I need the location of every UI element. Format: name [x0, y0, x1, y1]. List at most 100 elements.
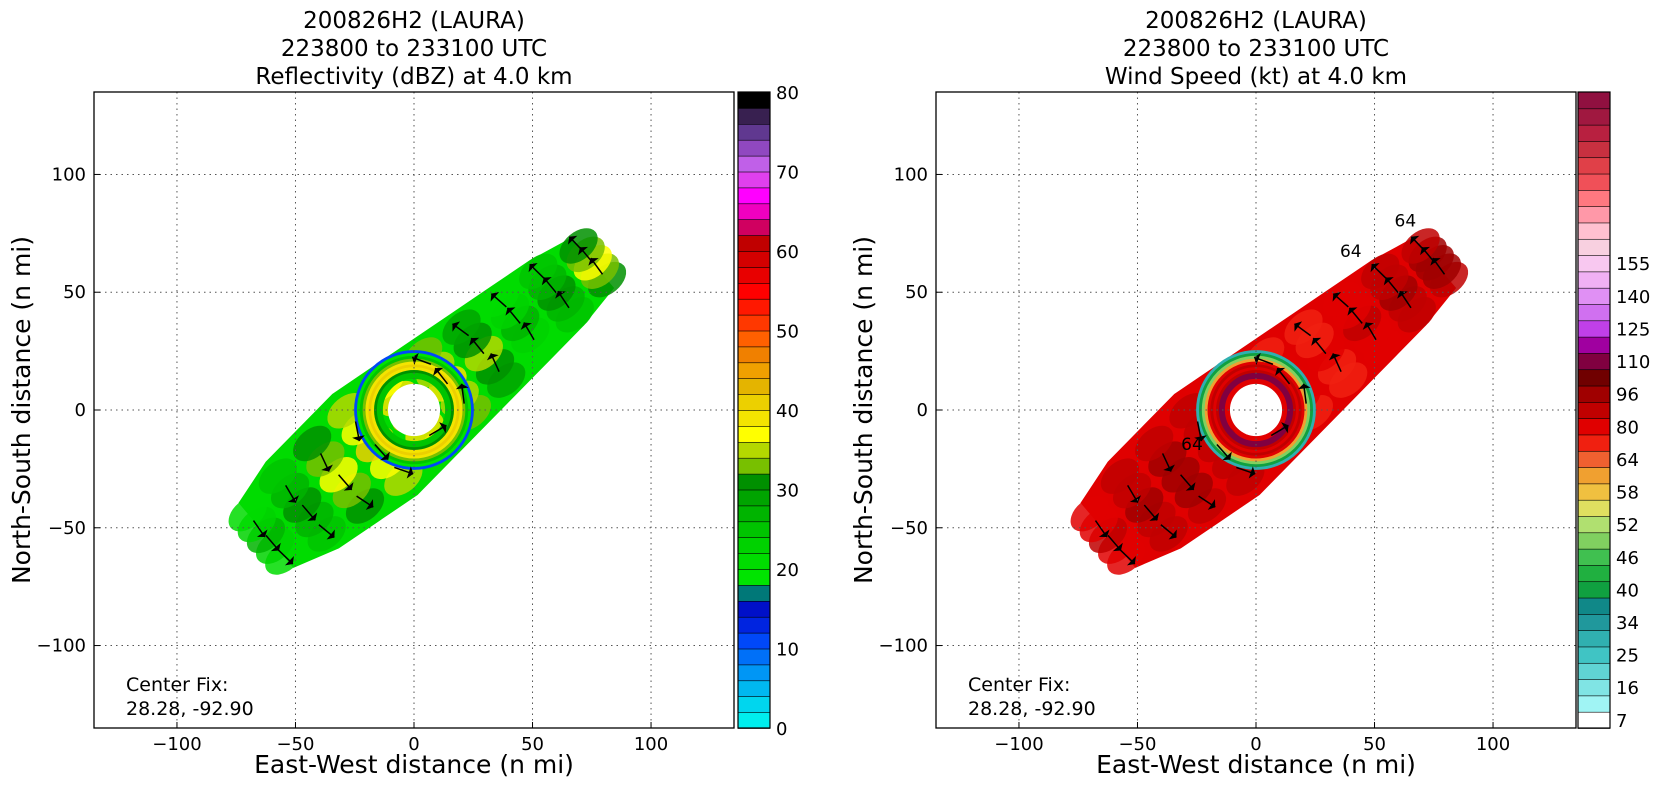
- x-tick-label: 50: [1363, 734, 1386, 755]
- wind-speed-y-axis-label: North-South distance (n mi): [849, 236, 878, 584]
- wind-barb-flag: [1194, 435, 1207, 442]
- reflectivity-panel: 200826H2 (LAURA) 223800 to 233100 UTC Re…: [7, 8, 799, 779]
- wind-barb-flag: [365, 499, 374, 510]
- wind-barb-flag: [1168, 529, 1177, 540]
- wind-speed-gridlines: [936, 92, 1576, 728]
- wind-barb-flag: [1163, 464, 1175, 472]
- wind-barb-flag: [1397, 291, 1408, 299]
- swath-cell: [258, 458, 298, 494]
- colorbar-segment: [737, 139, 771, 157]
- wind-barb-flag: [1362, 322, 1374, 330]
- reflectivity-x-axis-label: East-West distance (n mi): [254, 750, 574, 779]
- wind-barb-flag: [439, 422, 447, 434]
- wind-barb-flag: [1098, 529, 1110, 538]
- reflectivity-title-line-1: 200826H2 (LAURA): [303, 8, 525, 34]
- wind-barb-flag: [1207, 499, 1216, 510]
- colorbar-segment: [737, 679, 771, 697]
- colorbar-segment: [1577, 597, 1611, 615]
- y-tick-label: −100: [879, 636, 928, 657]
- wind-barb-flag: [1222, 451, 1232, 461]
- reflectivity-y-axis: −100 −50 0 50 100: [37, 164, 100, 657]
- colorbar-tick-label: 10: [776, 640, 799, 661]
- wind-barb-flag: [1297, 383, 1311, 390]
- wind-barb-flag: [256, 529, 268, 538]
- colorbar-segment: [1577, 466, 1611, 485]
- colorbar-tick-label: 52: [1616, 515, 1639, 536]
- colorbar-segment: [737, 250, 771, 268]
- colorbar-tick-label: 110: [1616, 352, 1650, 373]
- x-tick-label: −100: [994, 734, 1043, 755]
- y-tick-label: −50: [48, 518, 86, 539]
- wind-barb-flag: [380, 451, 390, 461]
- colorbar-tick-label: 20: [776, 560, 799, 581]
- wind-barb-flag: [1112, 542, 1123, 552]
- wind-barb-flag: [505, 307, 516, 316]
- y-tick-label: 0: [75, 400, 86, 421]
- wind-barb-flag: [567, 235, 578, 245]
- colorbar-segment: [1577, 124, 1611, 142]
- wind-barb-flag: [1248, 466, 1256, 479]
- colorbar-segment: [737, 393, 771, 411]
- colorbar-segment: [737, 536, 771, 554]
- wind-speed-x-axis: −100 −50 0 50 100: [994, 722, 1510, 755]
- colorbar-frame: [1577, 91, 1611, 729]
- wind-barb-flag: [406, 466, 414, 479]
- colorbar-segment: [1577, 646, 1611, 664]
- wind-barb-flag: [1347, 307, 1358, 316]
- y-tick-label: 100: [52, 164, 86, 185]
- colorbar-tick-label: 7: [1616, 711, 1627, 732]
- colorbar-segment: [737, 489, 771, 507]
- colorbar-segment: [1577, 108, 1611, 126]
- colorbar-segment: [1577, 695, 1611, 713]
- swath-cell: [442, 309, 481, 345]
- colorbar-segment: [1577, 417, 1611, 436]
- x-tick-label: −50: [276, 734, 314, 755]
- swath-cell: [228, 495, 267, 532]
- wind-barb-flag: [307, 512, 318, 521]
- y-tick-label: 0: [917, 400, 928, 421]
- colorbar-tick-label: 46: [1616, 548, 1639, 569]
- colorbar-tick-label: 16: [1616, 678, 1639, 699]
- colorbar-segment: [737, 282, 771, 300]
- colorbar-tick-label: 70: [776, 163, 799, 184]
- reflectivity-y-axis-label: North-South distance (n mi): [7, 236, 36, 584]
- wind-barb-flag: [1328, 353, 1341, 361]
- colorbar-segment: [737, 632, 771, 650]
- wind-barb-flag: [1126, 556, 1136, 566]
- colorbar-tick-label: 80: [1616, 417, 1639, 438]
- wind-barb-flag: [541, 277, 552, 286]
- colorbar-segment: [1577, 271, 1611, 289]
- reflectivity-center-fix-label: Center Fix:: [126, 674, 228, 696]
- colorbar-segment: [1577, 320, 1611, 338]
- colorbar-segment: [737, 616, 771, 634]
- wind-title-line-3: Wind Speed (kt) at 4.0 km: [1105, 64, 1407, 90]
- colorbar-segment: [737, 107, 771, 125]
- colorbar-segment: [1577, 336, 1611, 354]
- colorbar-segment: [1577, 140, 1611, 159]
- wind-barb-flag: [352, 435, 365, 442]
- x-tick-label: 50: [521, 734, 544, 755]
- colorbar-segment: [737, 377, 771, 395]
- contour-label: 64: [1340, 242, 1362, 262]
- colorbar-tick-label: 58: [1616, 483, 1639, 504]
- colorbar-tick-label: 25: [1616, 646, 1639, 667]
- colorbar-segment: [1577, 662, 1611, 680]
- wind-barb-flag: [520, 322, 532, 330]
- colorbar-tick-label: 96: [1616, 385, 1639, 406]
- wind-barb-flag: [1383, 277, 1394, 286]
- x-tick-label: 100: [634, 734, 668, 755]
- colorbar-segment: [737, 123, 771, 141]
- reflectivity-title-line-2: 223800 to 233100 UTC: [281, 36, 547, 62]
- wind-barb-flag: [486, 353, 499, 361]
- colorbar-segment: [1577, 352, 1611, 371]
- wind-barb-flag: [287, 495, 300, 503]
- colorbar-segment: [737, 266, 771, 284]
- colorbar-segment: [1577, 711, 1611, 729]
- colorbar-segment: [1577, 303, 1611, 322]
- wind-title-line-2: 223800 to 233100 UTC: [1123, 36, 1389, 62]
- colorbar-segment: [737, 203, 771, 221]
- colorbar-segment: [1577, 532, 1611, 550]
- x-tick-label: 100: [1476, 734, 1510, 755]
- colorbar-segment: [737, 441, 771, 459]
- colorbar-segment: [737, 520, 771, 538]
